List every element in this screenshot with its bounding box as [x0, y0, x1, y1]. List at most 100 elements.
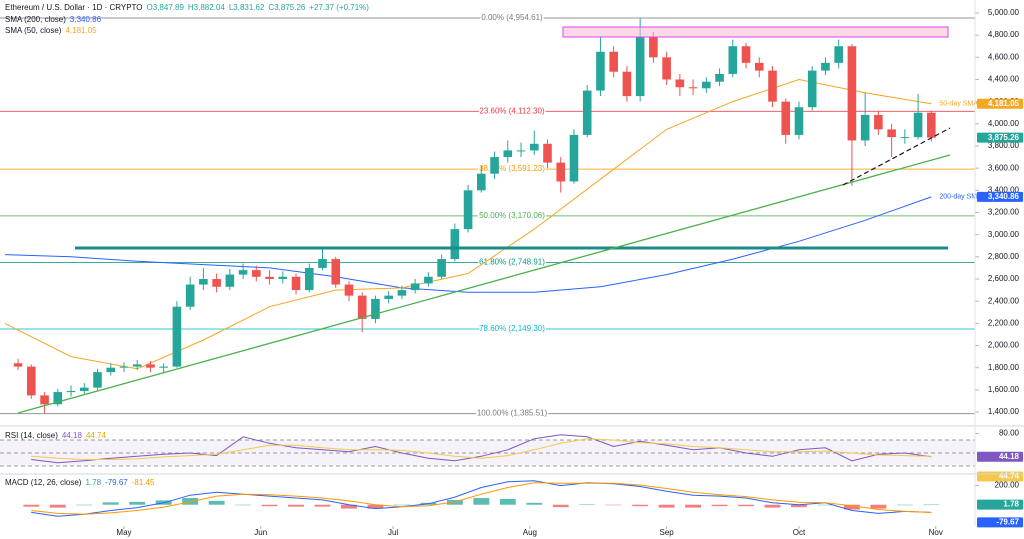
macd-histogram-bar — [314, 504, 331, 507]
y-tick-label: 4,600.00 — [988, 52, 1020, 61]
candle-body — [238, 270, 248, 275]
price-tag-label: 1.78 — [1003, 500, 1019, 509]
macd-histogram-bar — [843, 504, 860, 510]
macd-histogram-bar — [49, 504, 66, 508]
macd-histogram-bar — [393, 504, 410, 506]
price-tag — [977, 191, 1023, 202]
candle-body — [172, 306, 182, 367]
y-tick-label: 2,200.00 — [988, 318, 1020, 327]
x-tick-label: Jul — [388, 528, 398, 537]
macd-histogram-bar — [23, 504, 40, 507]
candle-body — [821, 62, 830, 71]
candle-body — [741, 46, 751, 63]
candle-body — [212, 279, 221, 287]
fib-label: 38.20% (3,591.23) — [479, 164, 545, 173]
candle-body — [834, 46, 843, 63]
candle-body — [291, 276, 301, 291]
legend-entry: RSI (14, close) 44.18 44.74 — [5, 431, 107, 440]
candle-body — [754, 62, 764, 71]
y-tick-label: 1,800.00 — [988, 363, 1020, 372]
candle-body — [477, 173, 486, 191]
macd-histogram-bar — [208, 500, 225, 505]
candle-body — [146, 364, 155, 368]
candle-body — [543, 143, 552, 163]
candle-body — [582, 90, 592, 135]
candle-body — [847, 46, 857, 141]
macd-histogram-bar — [367, 504, 384, 509]
candle-body — [410, 283, 420, 291]
ohlc-value: O3,847.89 — [147, 3, 185, 12]
macd-histogram-bar — [817, 504, 834, 506]
candle-body — [252, 270, 261, 277]
legend-name: MACD (12, 26, close) — [5, 478, 82, 487]
price-tag — [977, 132, 1023, 143]
candle-body — [516, 150, 526, 152]
ohlc-value: L3,831.62 — [229, 3, 265, 12]
macd-histogram-bar — [870, 504, 887, 509]
candle-body — [715, 73, 724, 82]
macd-histogram-bar — [579, 504, 596, 505]
price-tag-label: 3,340.86 — [988, 192, 1020, 201]
candle-body — [860, 114, 870, 141]
x-tick-label: May — [116, 528, 131, 537]
y-tick-label: 1,600.00 — [988, 385, 1020, 394]
y-tick-label: 3,600.00 — [988, 163, 1020, 172]
macd-histogram-bar — [738, 504, 754, 507]
candle-body — [265, 276, 274, 280]
candle-body — [106, 367, 116, 373]
candle-body — [132, 364, 142, 367]
candle-body — [807, 70, 817, 108]
candle-body — [53, 392, 63, 405]
candle-body — [93, 372, 102, 388]
macd-histogram-bar — [129, 501, 146, 505]
y-tick-label: 3,400.00 — [988, 185, 1020, 194]
candle-body — [728, 46, 738, 74]
ohlc-value: C3,875.26 — [268, 3, 305, 12]
candle-body — [569, 134, 579, 182]
price-tag — [977, 451, 1023, 462]
macd-histogram-bar — [261, 504, 278, 507]
candle-body — [596, 51, 605, 91]
price-tag-label: 44.18 — [999, 452, 1020, 461]
candle-body — [662, 57, 671, 80]
candle-body — [675, 79, 685, 88]
candle-body — [622, 71, 632, 97]
macd-histogram-bar — [923, 504, 940, 506]
candle-body — [40, 395, 49, 405]
candle-body — [371, 298, 380, 319]
price-tag-label: 4,181.05 — [988, 99, 1020, 108]
candle-body — [318, 259, 327, 268]
candle-body — [702, 81, 711, 89]
plot-layer: 1,400.00 1,600.00 1,800.00 2,000.00 2,200.00… — [0, 8, 1023, 537]
legend-value: 44.74 — [86, 431, 107, 440]
candle-body — [503, 150, 513, 158]
legend-value: 3,340.86 — [70, 15, 102, 24]
candle-body — [794, 107, 804, 135]
candle-body — [199, 279, 208, 285]
macd-histogram-bar — [102, 502, 119, 505]
legend-value: 44.18 — [62, 431, 83, 440]
y-tick-label: 3,000.00 — [988, 230, 1020, 239]
candle-body — [529, 143, 539, 151]
legend-entry: MACD (12, 26, close) 1.78 -79.67 -81.45 — [5, 478, 155, 487]
macd-histogram-bar — [76, 504, 93, 506]
legend-value: 4,181.05 — [65, 26, 97, 35]
fib-label: 61.80% (2,748.91) — [479, 258, 545, 267]
macd-histogram-bar — [552, 504, 569, 508]
y-tick-label: 4,000.00 — [988, 119, 1020, 128]
rsi-line — [31, 438, 932, 460]
macd-histogram-bar — [235, 504, 252, 506]
y-tick-label: 4,400.00 — [988, 75, 1020, 84]
candle-body — [225, 274, 235, 287]
candle-body — [424, 276, 433, 284]
macd-line — [31, 480, 932, 517]
macd-histogram-bar — [499, 498, 516, 505]
macd-histogram-bar — [711, 504, 728, 507]
sma-line — [4, 78, 932, 370]
fib-label: 78.60% (2,149.30) — [479, 324, 545, 333]
legend-value: -81.45 — [132, 478, 155, 487]
header: Ethereum / U.S. Dollar · 1D · CRYPTO O3,8… — [5, 3, 369, 12]
candle-body — [781, 101, 791, 135]
price-tag-label: 3,875.26 — [988, 133, 1020, 142]
candle-body — [437, 259, 446, 277]
